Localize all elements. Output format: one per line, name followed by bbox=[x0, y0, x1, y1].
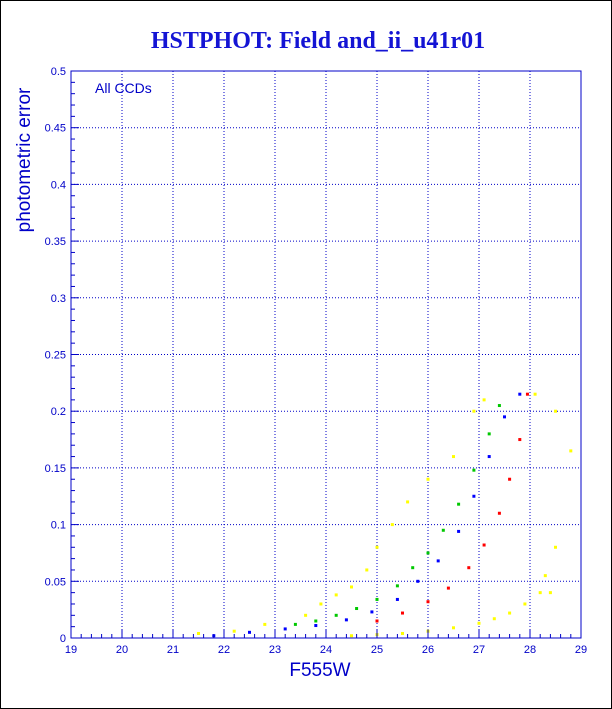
data-point bbox=[472, 409, 476, 413]
data-point bbox=[395, 597, 399, 601]
data-point bbox=[457, 502, 461, 506]
x-tick-label: 28 bbox=[524, 644, 536, 656]
y-tick-label: 0.35 bbox=[45, 236, 66, 248]
data-point bbox=[436, 559, 440, 563]
data-point bbox=[487, 432, 491, 436]
data-point bbox=[375, 619, 379, 623]
data-point bbox=[401, 611, 404, 615]
y-tick-label: 0.3 bbox=[51, 293, 66, 305]
y-tick-label: 0.45 bbox=[45, 123, 66, 135]
data-point bbox=[334, 593, 338, 597]
data-point bbox=[554, 545, 557, 549]
data-point bbox=[416, 579, 420, 583]
data-point bbox=[232, 629, 236, 633]
data-point bbox=[375, 597, 379, 601]
data-point bbox=[304, 613, 308, 617]
data-point bbox=[283, 627, 287, 631]
chart-title: HSTPHOT: Field and_ii_u41r01 bbox=[151, 28, 485, 54]
data-point bbox=[525, 392, 529, 396]
data-point bbox=[497, 404, 501, 408]
data-point bbox=[446, 586, 450, 590]
data-point bbox=[492, 617, 496, 621]
data-point bbox=[482, 543, 486, 547]
data-point bbox=[263, 622, 267, 626]
data-point bbox=[569, 449, 573, 453]
data-point bbox=[452, 626, 455, 630]
x-tick-label: 25 bbox=[371, 644, 383, 656]
data-point bbox=[452, 455, 455, 459]
x-tick-label: 24 bbox=[320, 644, 332, 656]
y-tick-label: 0.5 bbox=[51, 66, 66, 78]
x-tick-label: 23 bbox=[269, 644, 281, 656]
data-point bbox=[533, 392, 537, 396]
data-point bbox=[411, 566, 415, 570]
data-point bbox=[350, 634, 353, 638]
data-point bbox=[548, 591, 552, 595]
data-point bbox=[293, 622, 297, 626]
x-tick-label: 22 bbox=[218, 644, 230, 656]
x-tick-label: 20 bbox=[116, 644, 128, 656]
data-point bbox=[467, 566, 471, 570]
data-point bbox=[523, 602, 527, 606]
data-point bbox=[482, 398, 486, 402]
y-axis-label: photometric error bbox=[14, 87, 35, 232]
data-point bbox=[350, 585, 353, 589]
all-ccds-annotation: All CCDs bbox=[95, 80, 152, 96]
data-point bbox=[441, 528, 445, 532]
y-tick-label: 0.25 bbox=[45, 350, 66, 362]
data-point bbox=[406, 500, 410, 504]
data-point bbox=[314, 624, 318, 628]
data-point bbox=[319, 602, 323, 606]
x-tick-label: 26 bbox=[422, 644, 434, 656]
data-point bbox=[518, 392, 522, 396]
data-point bbox=[457, 529, 461, 533]
data-point bbox=[390, 523, 394, 527]
data-point bbox=[197, 631, 200, 635]
y-tick-label: 0.4 bbox=[51, 179, 66, 191]
x-axis-label: F555W bbox=[289, 660, 350, 681]
data-point bbox=[365, 568, 369, 572]
data-point bbox=[554, 409, 557, 413]
data-point bbox=[370, 610, 374, 614]
x-axis-tick-labels: 19 20 21 22 23 24 25 26 27 28 29 bbox=[65, 644, 587, 656]
x-tick-label: 21 bbox=[167, 644, 179, 656]
data-point bbox=[426, 600, 430, 604]
data-point bbox=[508, 611, 512, 615]
data-point bbox=[355, 607, 359, 611]
y-tick-label: 0.05 bbox=[45, 576, 66, 588]
y-tick-label: 0.2 bbox=[51, 406, 66, 418]
data-point bbox=[472, 468, 476, 472]
data-point bbox=[344, 618, 348, 622]
data-point bbox=[426, 477, 430, 481]
data-point bbox=[518, 438, 522, 442]
data-point bbox=[375, 545, 379, 549]
y-tick-label: 0.15 bbox=[45, 463, 66, 475]
data-point bbox=[487, 455, 491, 459]
data-point bbox=[248, 630, 251, 634]
x-tick-label: 29 bbox=[575, 644, 587, 656]
data-point bbox=[472, 494, 476, 498]
data-point bbox=[426, 551, 430, 555]
x-tick-label: 19 bbox=[65, 644, 77, 656]
data-point bbox=[401, 631, 404, 635]
data-point bbox=[508, 477, 512, 481]
data-point bbox=[497, 511, 501, 515]
data-point bbox=[314, 619, 318, 623]
data-point bbox=[503, 415, 506, 419]
grid-lines bbox=[71, 71, 581, 638]
data-points bbox=[197, 392, 573, 638]
axis-ticks bbox=[70, 70, 582, 639]
x-tick-label: 27 bbox=[473, 644, 485, 656]
data-point bbox=[543, 574, 547, 578]
y-tick-label: 0.1 bbox=[51, 520, 66, 532]
data-point bbox=[395, 584, 399, 588]
y-axis-tick-labels: 0 0.05 0.1 0.15 0.2 0.25 0.3 0.35 0.4 0.45 0.5 bbox=[45, 66, 66, 645]
data-point bbox=[538, 591, 542, 595]
y-tick-label: 0 bbox=[60, 633, 66, 645]
data-point bbox=[334, 613, 338, 617]
data-point bbox=[477, 621, 481, 625]
